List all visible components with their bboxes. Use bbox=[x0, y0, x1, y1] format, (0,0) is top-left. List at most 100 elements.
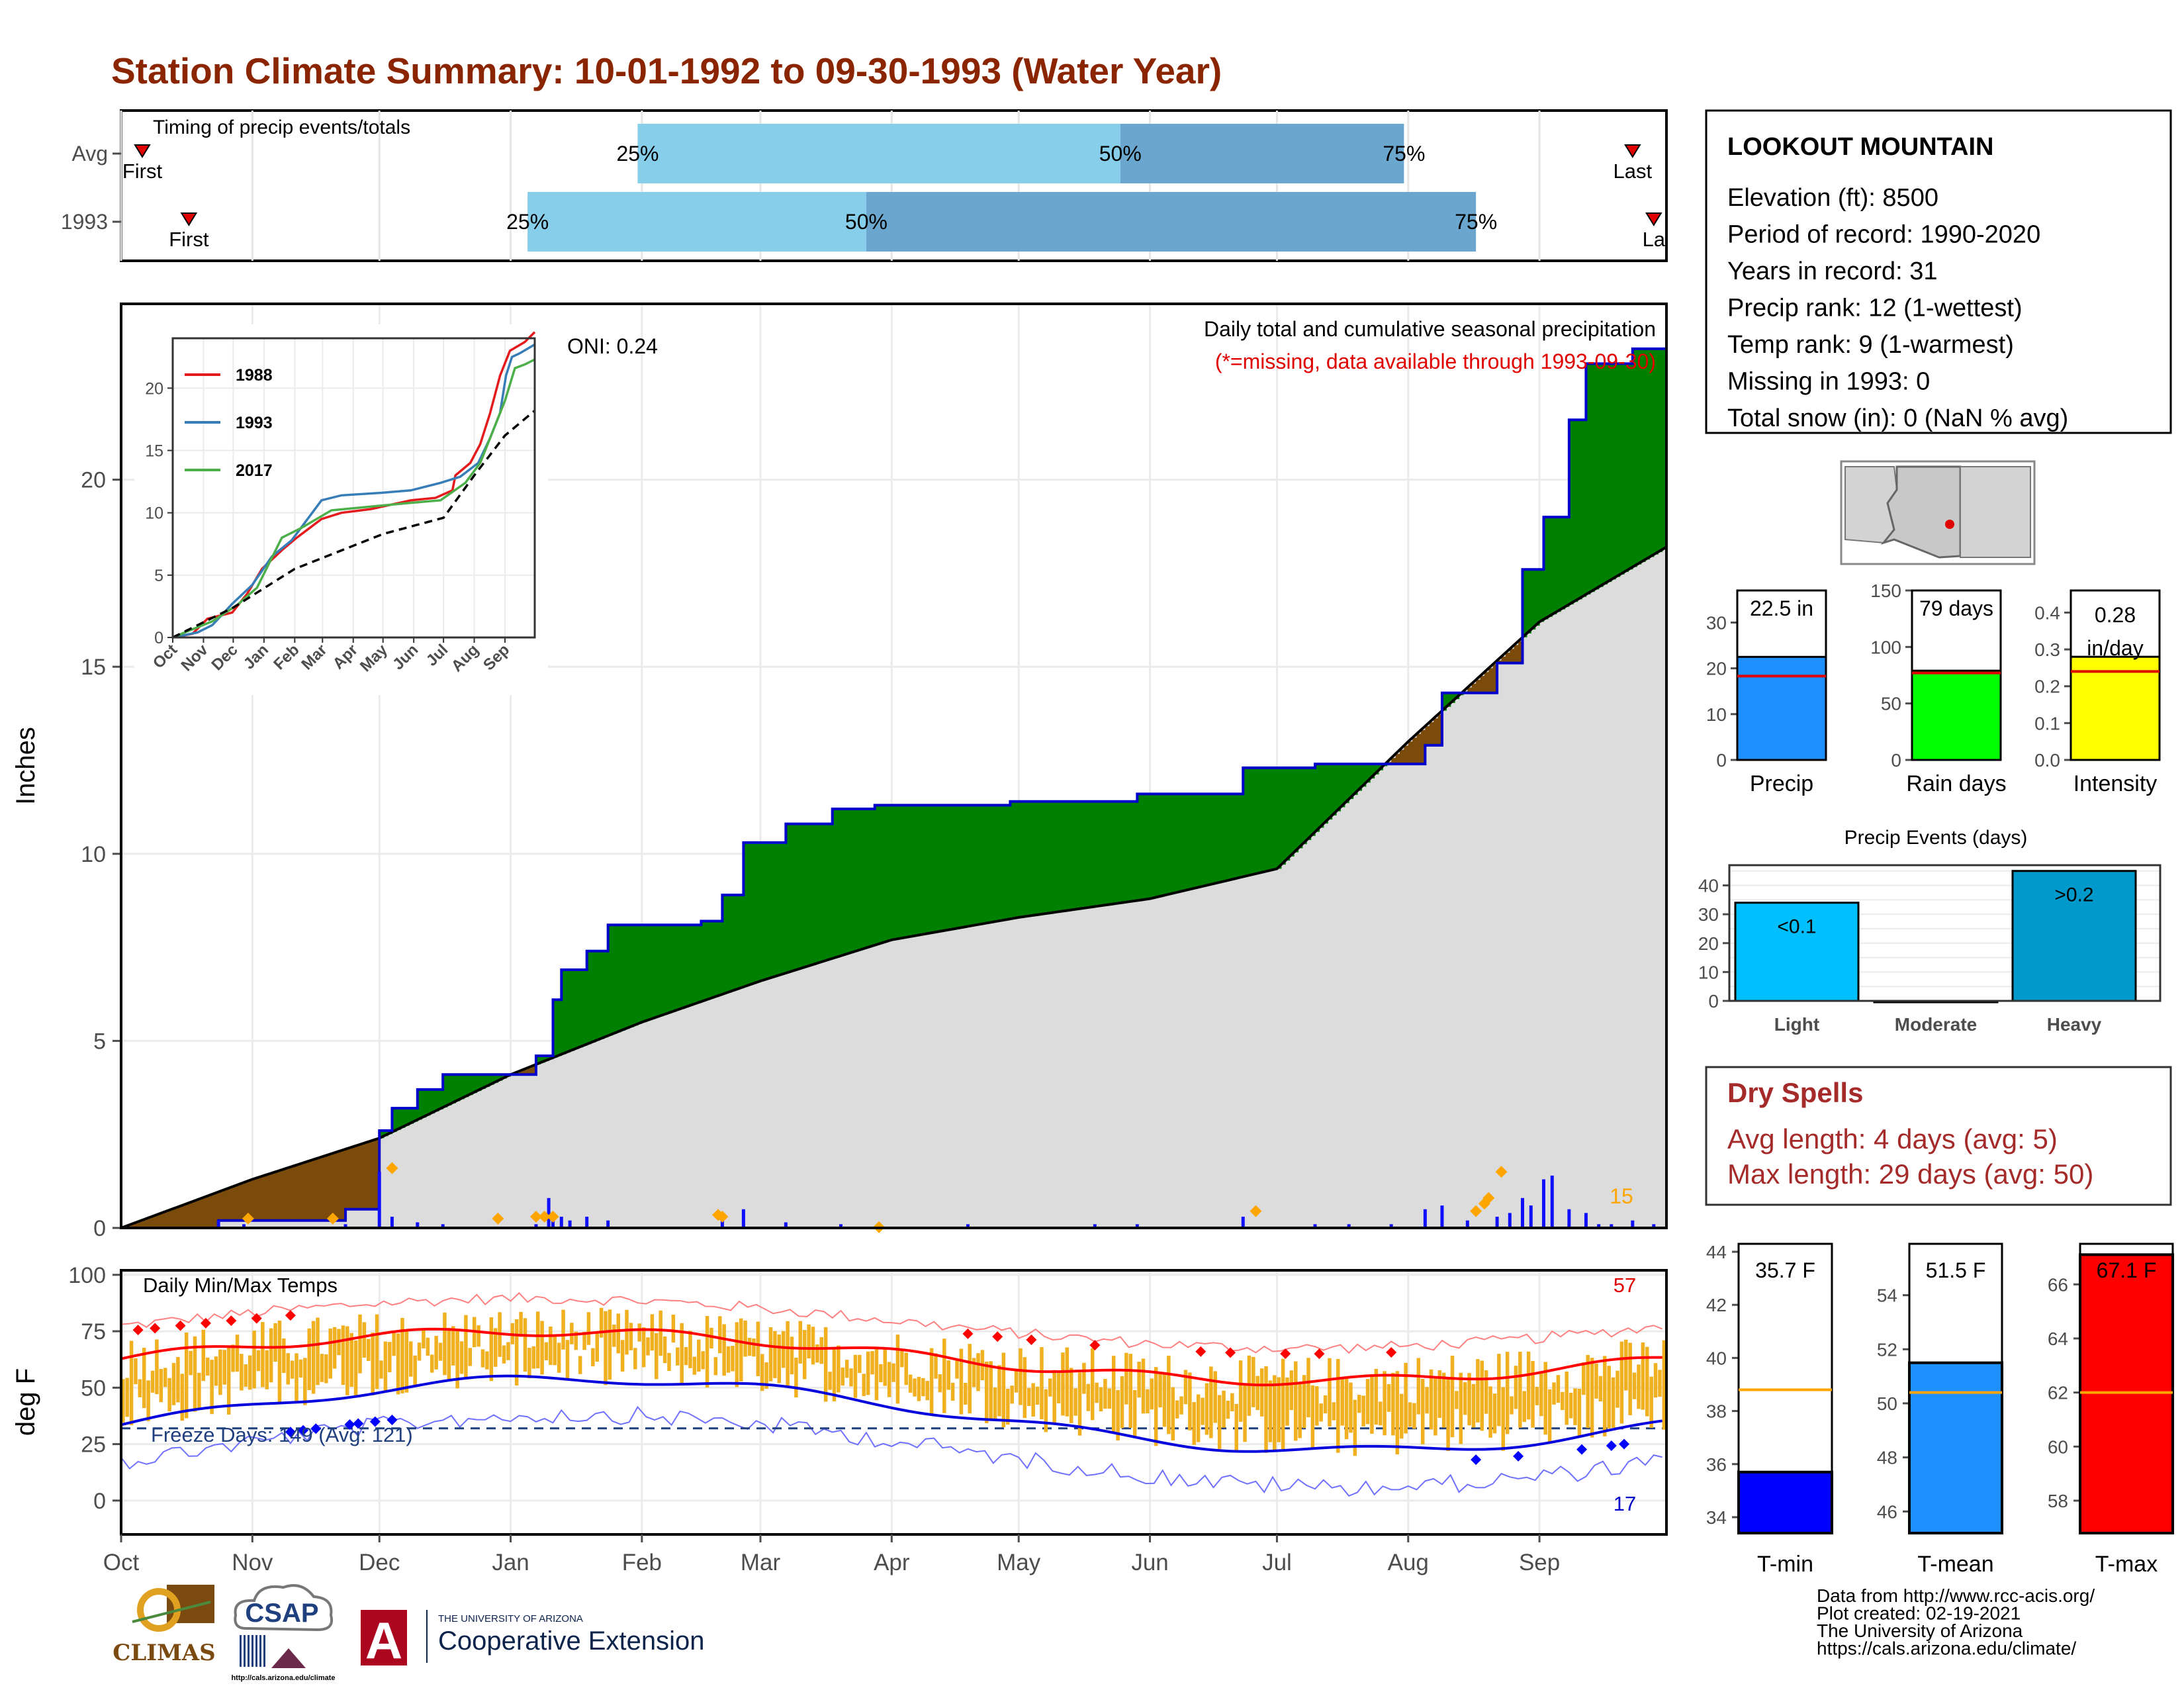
below-normal-band bbox=[155, 1215, 160, 1228]
daily-temp-bar bbox=[684, 1346, 688, 1366]
above-normal-band bbox=[972, 805, 977, 926]
station-name: LOOKOUT MOUNTAIN bbox=[1727, 133, 1993, 161]
above-normal-band bbox=[1552, 517, 1557, 615]
below-normal-band bbox=[1471, 683, 1477, 693]
daily-temp-bar bbox=[938, 1374, 942, 1393]
temp-bar-label: T-min bbox=[1757, 1552, 1813, 1577]
timing-p50-label: 50% bbox=[845, 210, 887, 234]
dry-spells-title: Dry Spells bbox=[1727, 1077, 1863, 1108]
daily-temp-bar bbox=[895, 1335, 900, 1404]
above-normal-band bbox=[1077, 801, 1083, 910]
above-normal-band bbox=[1450, 692, 1455, 703]
above-normal-band bbox=[625, 925, 630, 1029]
daily-temp-bar bbox=[1476, 1359, 1480, 1423]
above-normal-band bbox=[1273, 767, 1278, 870]
above-normal-band bbox=[1158, 794, 1163, 897]
daily-temp-bar bbox=[1061, 1352, 1065, 1416]
last-event-label: La bbox=[1643, 228, 1666, 251]
above-normal-band bbox=[1328, 764, 1333, 820]
daily-temp-bar bbox=[1497, 1354, 1501, 1427]
above-normal-band bbox=[1086, 801, 1091, 908]
daily-temp-bar bbox=[1395, 1371, 1400, 1455]
above-normal-band bbox=[1649, 348, 1655, 557]
temp-bar-y-tick-label: 38 bbox=[1706, 1401, 1727, 1422]
above-normal-band bbox=[722, 894, 727, 994]
daily-temp-bar bbox=[1594, 1363, 1598, 1399]
daily-temp-bar bbox=[972, 1358, 976, 1387]
daily-temp-bar bbox=[231, 1344, 235, 1372]
temp-frame bbox=[120, 1269, 1668, 1536]
daily-temp-bar bbox=[760, 1354, 764, 1391]
above-normal-band bbox=[1052, 801, 1058, 913]
cold-day-marker bbox=[344, 1419, 355, 1430]
csap-logo-rain-bar bbox=[248, 1635, 250, 1667]
daily-temp-bar bbox=[413, 1355, 417, 1387]
below-normal-band bbox=[201, 1197, 206, 1228]
daily-temp-bar bbox=[1391, 1372, 1395, 1436]
below-normal-band bbox=[273, 1172, 279, 1221]
events-y-tick-label: 10 bbox=[1698, 962, 1719, 982]
daily-temp-bar bbox=[1561, 1391, 1565, 1411]
below-normal-band bbox=[163, 1212, 168, 1228]
above-normal-band bbox=[591, 951, 596, 1043]
below-normal-band bbox=[269, 1174, 274, 1221]
daily-temp-bar bbox=[464, 1315, 468, 1378]
below-normal-band bbox=[531, 1066, 537, 1075]
daily-temp-bar bbox=[1031, 1383, 1035, 1417]
below-normal-band bbox=[341, 1150, 346, 1221]
above-normal-band bbox=[1023, 801, 1028, 917]
daily-temp-bar bbox=[1111, 1356, 1116, 1432]
temp-value-bar bbox=[1908, 1361, 2003, 1534]
daily-temp-bar bbox=[641, 1327, 646, 1368]
daily-temp-bar bbox=[189, 1350, 193, 1376]
below-normal-band bbox=[1476, 679, 1481, 693]
temp-panel: 0 25 50 75 100 deg F Daily Min/Max Temps Freeze… bbox=[11, 1263, 1668, 1536]
daily-temp-bar bbox=[1010, 1385, 1014, 1404]
above-normal-band bbox=[1289, 767, 1295, 857]
daily-temp-bar bbox=[1332, 1402, 1336, 1421]
daily-temp-bar bbox=[1577, 1388, 1582, 1436]
below-normal-band bbox=[159, 1213, 164, 1228]
daily-precip-bar bbox=[720, 1220, 724, 1228]
above-normal-band bbox=[726, 894, 731, 993]
cold-day-marker bbox=[1471, 1454, 1482, 1466]
above-normal-band bbox=[1141, 794, 1146, 900]
avg-max-line bbox=[120, 1327, 1662, 1387]
above-normal-band bbox=[1556, 517, 1561, 612]
daily-temp-bar bbox=[1150, 1378, 1154, 1410]
above-normal-band bbox=[1637, 348, 1642, 565]
daily-temp-bar bbox=[1243, 1383, 1247, 1442]
below-normal-band bbox=[286, 1168, 291, 1221]
below-normal-band bbox=[337, 1152, 342, 1221]
below-normal-band bbox=[295, 1165, 300, 1221]
above-normal-band bbox=[1154, 794, 1159, 898]
daily-temp-bar bbox=[1565, 1371, 1569, 1425]
daily-temp-bar bbox=[1319, 1403, 1323, 1422]
daily-temp-bar bbox=[324, 1354, 328, 1383]
daily-temp-bar bbox=[591, 1348, 595, 1366]
below-normal-band bbox=[358, 1145, 363, 1209]
daily-precip-bar bbox=[1093, 1224, 1097, 1228]
below-normal-band bbox=[189, 1203, 194, 1228]
above-normal-band bbox=[697, 925, 702, 1004]
daily-temp-bar bbox=[1006, 1389, 1010, 1425]
daily-temp-bar bbox=[1637, 1364, 1641, 1409]
last-event-label: Last bbox=[1614, 160, 1653, 183]
above-normal-band bbox=[1103, 801, 1109, 906]
daily-temp-bar bbox=[1658, 1370, 1662, 1397]
daily-precip-bar bbox=[416, 1222, 420, 1228]
daily-temp-bar bbox=[997, 1365, 1001, 1417]
temp-y-tick-label: 50 bbox=[81, 1376, 106, 1401]
daily-temp-bar bbox=[277, 1320, 282, 1403]
daily-temp-bar bbox=[240, 1354, 244, 1391]
extreme-event-marker bbox=[1250, 1205, 1262, 1217]
daily-precip-bar bbox=[1313, 1224, 1317, 1228]
above-normal-band bbox=[413, 1108, 418, 1122]
daily-temp-bar bbox=[1586, 1354, 1590, 1429]
daily-temp-bar bbox=[1459, 1372, 1463, 1444]
above-normal-band bbox=[1150, 794, 1155, 899]
daily-temp-bar bbox=[828, 1372, 832, 1390]
daily-temp-bar bbox=[235, 1335, 240, 1372]
daily-temp-bar bbox=[261, 1322, 265, 1387]
daily-temp-bar bbox=[815, 1344, 819, 1363]
